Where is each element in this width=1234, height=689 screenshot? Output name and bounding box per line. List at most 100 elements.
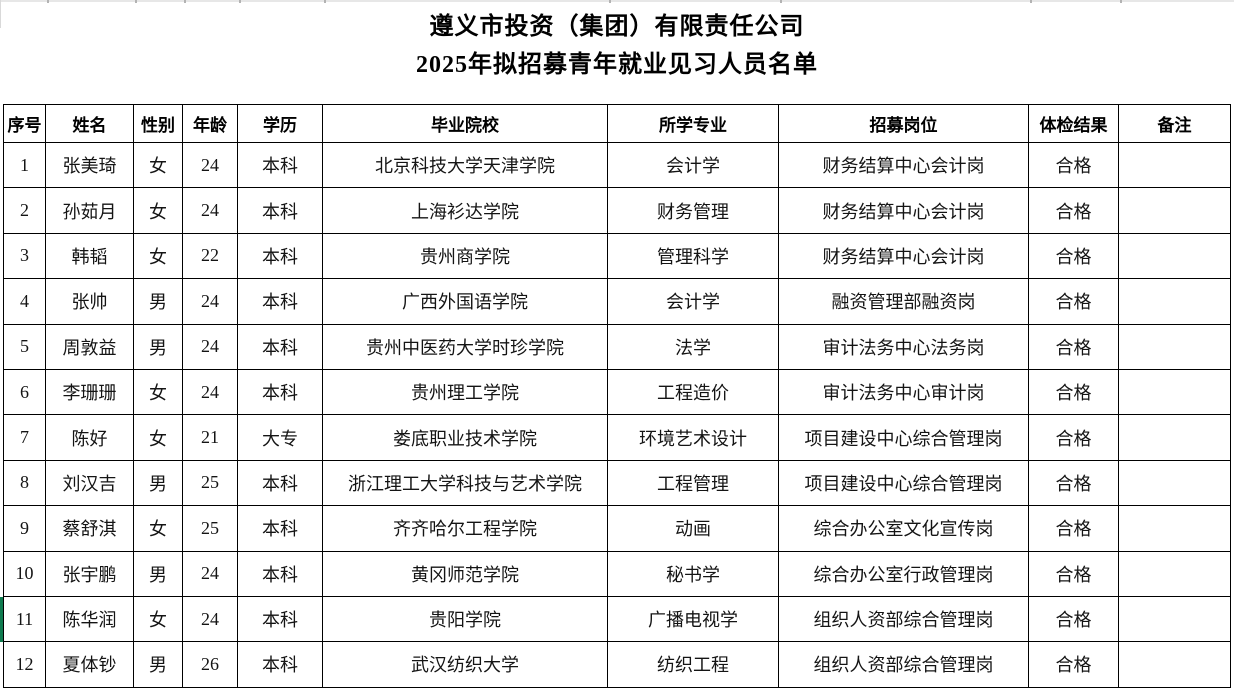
table-cell: 12: [3, 641, 46, 688]
table-cell: 黄冈师范学院: [322, 550, 608, 597]
table-cell: 合格: [1028, 505, 1119, 552]
table-cell: 陈好: [45, 414, 134, 461]
column-header: 备注: [1118, 104, 1231, 143]
table-cell: [1118, 505, 1231, 552]
gridline-tick: [609, 0, 611, 3]
table-cell: [1118, 278, 1231, 325]
gridline-remnant-left: [0, 0, 1, 28]
table-row: 10 张宇鹏男 24 本科 黄冈师范学院 秘书学 综合办公室行政管理岗 合格: [3, 550, 1231, 597]
table-cell: [1118, 323, 1231, 370]
table-header-row: 序号 姓名 性别 年龄 学历 毕业院校 所学专业 招募岗位 体检结果 备注: [3, 104, 1231, 143]
table-cell: 韩韬: [45, 232, 134, 280]
table-cell: 北京科技大学天津学院: [322, 141, 608, 189]
table-cell: 纺织工程: [607, 641, 779, 688]
gridline-remnant-strip: [0, 0, 1234, 3]
table-cell: 10: [3, 550, 46, 597]
table-cell: 项目建设中心综合管理岗: [778, 459, 1029, 507]
table-cell: 本科: [237, 505, 323, 552]
table-cell: 张宇鹏: [45, 550, 134, 597]
company-title: 遵义市投资（集团）有限责任公司: [429, 14, 805, 40]
column-header: 序号: [3, 104, 46, 143]
table-cell: 24: [182, 595, 238, 643]
table-cell: 合格: [1028, 278, 1119, 325]
table-cell: 贵州商学院: [322, 232, 608, 280]
table-cell: 5: [3, 323, 46, 370]
row11-selection-marker: [0, 597, 3, 642]
table-cell: 财务结算中心会计岗: [778, 232, 1029, 280]
table-row: 2 孙茹月女 24 本科 上海衫达学院 财务管理 财务结算中心会计岗 合格: [3, 187, 1231, 234]
table-cell: 女: [133, 414, 183, 461]
table-cell: 夏体钞: [45, 641, 134, 688]
table-row: 3 韩韬女 22 本科 贵州商学院 管理科学 财务结算中心会计岗 合格: [3, 232, 1231, 280]
table-cell: 本科: [237, 641, 323, 688]
table-cell: 张美琦: [45, 141, 134, 189]
table-cell: 24: [182, 278, 238, 325]
table-cell: 张帅: [45, 278, 134, 325]
table-cell: 25: [182, 505, 238, 552]
table-cell: 合格: [1028, 141, 1119, 189]
table-cell: 4: [3, 278, 46, 325]
table-cell: 合格: [1028, 459, 1119, 507]
gridline-tick: [184, 0, 186, 3]
table-cell: 娄底职业技术学院: [322, 414, 608, 461]
list-title: 2025年拟招募青年就业见习人员名单: [416, 52, 818, 78]
table-cell: 24: [182, 141, 238, 189]
table-cell: 财务结算中心会计岗: [778, 187, 1029, 234]
table-cell: 会计学: [607, 278, 779, 325]
table-cell: 24: [182, 368, 238, 416]
table-cell: 陈华润: [45, 595, 134, 643]
column-header: 年龄: [182, 104, 238, 143]
table-cell: 8: [3, 459, 46, 507]
table-cell: 女: [133, 505, 183, 552]
table-cell: 女: [133, 187, 183, 234]
column-header: 姓名: [45, 104, 134, 143]
gridline-tick: [135, 0, 137, 3]
table-cell: 浙江理工大学科技与艺术学院: [322, 459, 608, 507]
table-cell: 24: [182, 187, 238, 234]
table-row: 8 刘汉吉男 25 本科 浙江理工大学科技与艺术学院 工程管理 项目建设中心综合管理岗 合格: [3, 459, 1231, 507]
table-cell: 本科: [237, 141, 323, 189]
table-cell: 本科: [237, 550, 323, 597]
table-cell: 组织人资部综合管理岗: [778, 641, 1029, 688]
table-cell: 审计法务中心审计岗: [778, 368, 1029, 416]
column-header: 学历: [237, 104, 323, 143]
table-cell: [1118, 368, 1231, 416]
table-cell: 21: [182, 414, 238, 461]
column-header: 所学专业: [607, 104, 779, 143]
table-cell: 合格: [1028, 323, 1119, 370]
table-cell: 项目建设中心综合管理岗: [778, 414, 1029, 461]
recruit-roster-table: 序号 姓名 性别 年龄 学历 毕业院校 所学专业 招募岗位 体检结果 备注 1 张美琦女 24 本科 北京…: [3, 104, 1231, 688]
table-cell: 24: [182, 323, 238, 370]
table-cell: 6: [3, 368, 46, 416]
table-row: 4 张帅男 24 本科 广西外国语学院 会计学 融资管理部融资岗 合格: [3, 278, 1231, 325]
table-row: 5 周敦益男 24 本科 贵州中医药大学时珍学院 法学 审计法务中心法务岗 合格: [3, 323, 1231, 370]
table-cell: 融资管理部融资岗: [778, 278, 1029, 325]
table-row: 6 李珊珊女 24 本科 贵州理工学院 工程造价 审计法务中心审计岗 合格: [3, 368, 1231, 416]
document-title-block: 遵义市投资（集团）有限责任公司 2025年拟招募青年就业见习人员名单: [0, 8, 1234, 84]
table-cell: 周敦益: [45, 323, 134, 370]
column-header: 体检结果: [1028, 104, 1119, 143]
column-header: 招募岗位: [778, 104, 1029, 143]
table-cell: 本科: [237, 232, 323, 280]
table-row: 1 张美琦女 24 本科 北京科技大学天津学院 会计学 财务结算中心会计岗 合格: [3, 141, 1231, 189]
table-cell: 22: [182, 232, 238, 280]
table-cell: [1118, 232, 1231, 280]
table-cell: 李珊珊: [45, 368, 134, 416]
table-cell: 综合办公室行政管理岗: [778, 550, 1029, 597]
table-cell: 本科: [237, 323, 323, 370]
table-cell: [1118, 187, 1231, 234]
table-cell: 综合办公室文化宣传岗: [778, 505, 1029, 552]
table-cell: 贵州中医药大学时珍学院: [322, 323, 608, 370]
table-cell: 合格: [1028, 232, 1119, 280]
table-cell: 26: [182, 641, 238, 688]
table-cell: 男: [133, 323, 183, 370]
table-cell: 女: [133, 368, 183, 416]
table-cell: 武汉纺织大学: [322, 641, 608, 688]
table-cell: 大专: [237, 414, 323, 461]
table-cell: 蔡舒淇: [45, 505, 134, 552]
gridline-tick: [1120, 0, 1122, 3]
table-cell: 会计学: [607, 141, 779, 189]
table-cell: 管理科学: [607, 232, 779, 280]
gridline-tick: [47, 0, 49, 3]
table-row: 12 夏体钞男 26 本科 武汉纺织大学 纺织工程 组织人资部综合管理岗 合格: [3, 641, 1231, 688]
